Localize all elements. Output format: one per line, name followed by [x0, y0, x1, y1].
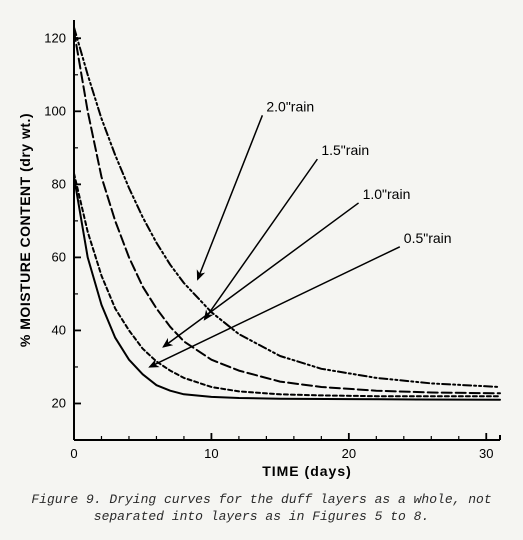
- ytick-label: 40: [52, 322, 66, 337]
- ytick-label: 100: [44, 103, 66, 118]
- ytick-label: 80: [52, 176, 66, 191]
- figure-caption: Figure 9. Drying curves for the duff lay…: [0, 492, 523, 526]
- drying-curves-chart: 20 40 60 80 100 120 0 10 20 30 TIME (days) % MOISTU…: [0, 0, 523, 490]
- x-axis-label: TIME (days): [262, 463, 352, 479]
- ytick-label: 120: [44, 30, 66, 45]
- xtick-label: 10: [204, 446, 218, 461]
- xtick-label: 20: [342, 446, 356, 461]
- caption-line: Figure 9. Drying curves for the duff lay…: [0, 492, 523, 509]
- xtick-label: 30: [479, 446, 493, 461]
- series-label: 0.5"rain: [404, 230, 452, 246]
- y-axis-label: % MOISTURE CONTENT (dry wt.): [17, 113, 33, 347]
- xtick-label: 0: [70, 446, 77, 461]
- figure-container: 20 40 60 80 100 120 0 10 20 30 TIME (days) % MOISTU…: [0, 0, 523, 540]
- caption-line: separated into layers as in Figures 5 to…: [0, 509, 523, 526]
- ytick-label: 60: [52, 249, 66, 264]
- series-label: 2.0"rain: [266, 98, 314, 114]
- series-label: 1.5"rain: [321, 142, 369, 158]
- series-label: 1.0"rain: [363, 186, 411, 202]
- ytick-label: 20: [52, 395, 66, 410]
